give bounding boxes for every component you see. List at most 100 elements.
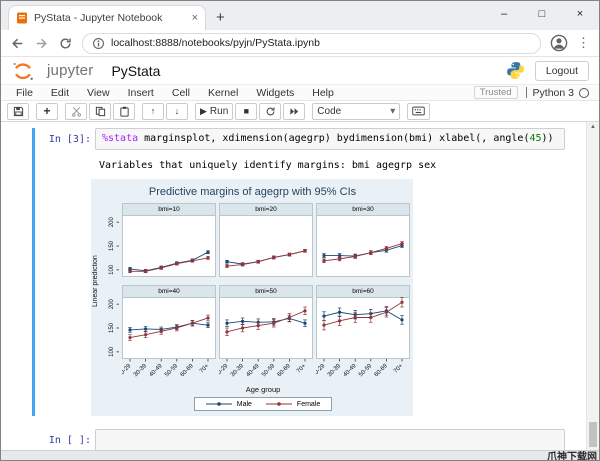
cell-type-value: Code — [317, 105, 342, 117]
run-cell-button[interactable]: ▶ Run — [195, 102, 234, 120]
code-input[interactable]: %stata marginsplot, xdimension(agegrp) b… — [95, 128, 565, 150]
svg-text:100: 100 — [109, 264, 115, 275]
svg-text:70+: 70+ — [296, 363, 308, 375]
svg-text:50-59: 50-59 — [164, 363, 180, 379]
panel-title: bmi=60 — [316, 285, 410, 297]
chevron-down-icon: ▾ — [390, 105, 396, 117]
stata-figure: Predictive margins of agegrp with 95% CI… — [91, 179, 413, 416]
svg-text:30-39: 30-39 — [230, 363, 246, 379]
restart-icon — [266, 106, 275, 115]
cut-icon — [71, 106, 81, 117]
menu-kernel[interactable]: Kernel — [207, 86, 239, 99]
kernel-idle-icon — [579, 87, 589, 98]
svg-text:150: 150 — [109, 322, 115, 333]
close-button[interactable]: × — [576, 8, 584, 20]
empty-cell[interactable]: In [ ]: — [35, 429, 599, 450]
trusted-badge: Trusted — [473, 86, 518, 99]
kernel-separator — [525, 87, 527, 98]
menu-file[interactable]: File — [16, 86, 33, 99]
svg-text:200: 200 — [109, 216, 115, 227]
panel-title: bmi=40 — [122, 285, 216, 297]
url-bar: localhost:8888/notebooks/pyjn/PyStata.ip… — [1, 30, 599, 57]
back-icon[interactable] — [10, 36, 25, 51]
panel-title: bmi=10 — [122, 203, 216, 215]
new-tab-button[interactable]: + — [216, 9, 225, 26]
y-axis-ticks: 100 150 200 — [109, 298, 119, 357]
cut-cell-button[interactable] — [65, 102, 87, 120]
command-palette-button[interactable] — [407, 102, 431, 120]
menu-widgets[interactable]: Widgets — [256, 86, 295, 99]
svg-text:60-69: 60-69 — [374, 363, 390, 379]
python-logo-icon — [507, 62, 524, 79]
reload-icon[interactable] — [58, 36, 73, 51]
minimize-button[interactable]: – — [500, 8, 508, 20]
scrollbar-up-icon[interactable]: ▲ — [590, 124, 596, 130]
panel-plot — [316, 297, 410, 359]
stop-icon: ■ — [243, 106, 249, 116]
code-magic: %stata — [102, 133, 139, 144]
menu-insert[interactable]: Insert — [127, 86, 154, 99]
notebook-title[interactable]: PyStata — [111, 62, 161, 79]
scrollbar-thumb[interactable] — [589, 422, 597, 447]
restart-run-all-button[interactable] — [283, 102, 306, 120]
site-info-icon[interactable] — [92, 37, 105, 50]
y-axis-label: Linear prediction — [92, 255, 99, 307]
selected-cell[interactable]: In [3]: %stata marginsplot, xdimension(a… — [32, 128, 599, 416]
tab-strip: PyStata - Jupyter Notebook × + – □ × — [1, 1, 599, 30]
interrupt-kernel-button[interactable]: ■ — [235, 102, 258, 120]
save-icon — [13, 106, 23, 116]
cell-output-text: Variables that uniquely identify margins… — [99, 160, 437, 171]
legend-label-female: Female — [296, 400, 321, 408]
profile-avatar-icon[interactable] — [550, 34, 568, 52]
panel-plot — [122, 215, 216, 277]
keyboard-icon — [412, 106, 426, 116]
maximize-button[interactable]: □ — [538, 8, 546, 20]
svg-text:30-39: 30-39 — [327, 363, 343, 379]
browser-menu-icon[interactable]: ⋮ — [577, 35, 590, 50]
copy-icon — [95, 106, 105, 116]
menu-bar: File Edit View Insert Cell Kernel Widget… — [1, 84, 599, 101]
empty-input-prompt: In [ ]: — [48, 435, 91, 446]
browser-tab[interactable]: PyStata - Jupyter Notebook × — [8, 5, 206, 30]
jupyter-header: jupyter PyStata Logout — [1, 57, 599, 84]
url-text: localhost:8888/notebooks/pyjn/PyStata.ip… — [111, 37, 320, 49]
notebook-toolbar: + ↑ — [1, 101, 599, 121]
restart-kernel-button[interactable] — [259, 102, 282, 120]
save-button[interactable] — [7, 102, 29, 120]
add-cell-button[interactable]: + — [36, 102, 58, 120]
svg-text:50-59: 50-59 — [261, 363, 277, 379]
notebook-area: In [3]: %stata marginsplot, xdimension(a… — [1, 121, 599, 450]
forward-icon[interactable] — [34, 36, 49, 51]
svg-text:70+: 70+ — [393, 363, 405, 375]
svg-text:20-29: 20-29 — [122, 363, 133, 379]
code-tail: )) — [541, 133, 554, 144]
x-axis-ticks: 20-29 30-39 40-49 50-59 60-69 70+ — [316, 359, 405, 379]
empty-code-input[interactable] — [95, 429, 565, 450]
menu-view[interactable]: View — [87, 86, 110, 99]
copy-cell-button[interactable] — [89, 102, 111, 120]
tab-close-icon[interactable]: × — [191, 12, 198, 24]
move-cell-down-button[interactable]: ↓ — [166, 102, 188, 120]
jupyter-logo-icon[interactable] — [11, 59, 35, 83]
code-main: marginsplot, xdimension(agegrp) bydimens… — [138, 133, 530, 144]
menu-help[interactable]: Help — [312, 86, 334, 99]
jupyter-wordmark[interactable]: jupyter — [47, 62, 94, 79]
tab-title: PyStata - Jupyter Notebook — [34, 12, 163, 24]
input-prompt: In [3]: — [48, 134, 91, 145]
x-axis-ticks: 20-29 30-39 40-49 50-59 60-69 70+ — [122, 359, 211, 379]
logout-button[interactable]: Logout — [534, 60, 589, 81]
run-label: Run — [209, 105, 229, 117]
move-cell-up-button[interactable]: ↑ — [142, 102, 164, 120]
panel-plot — [316, 215, 410, 277]
scrollbar[interactable]: ▲ — [586, 122, 599, 450]
female-series-marker — [265, 402, 292, 406]
menu-edit[interactable]: Edit — [50, 86, 70, 99]
svg-text:100: 100 — [109, 346, 115, 357]
cell-type-select[interactable]: Code ▾ — [312, 102, 401, 120]
address-input[interactable]: localhost:8888/notebooks/pyjn/PyStata.ip… — [82, 32, 541, 54]
panel-title: bmi=20 — [219, 203, 313, 215]
menu-cell[interactable]: Cell — [171, 86, 190, 99]
paste-cell-button[interactable] — [113, 102, 135, 120]
svg-text:60-69: 60-69 — [180, 363, 196, 379]
legend-item-female: Female — [265, 400, 321, 408]
